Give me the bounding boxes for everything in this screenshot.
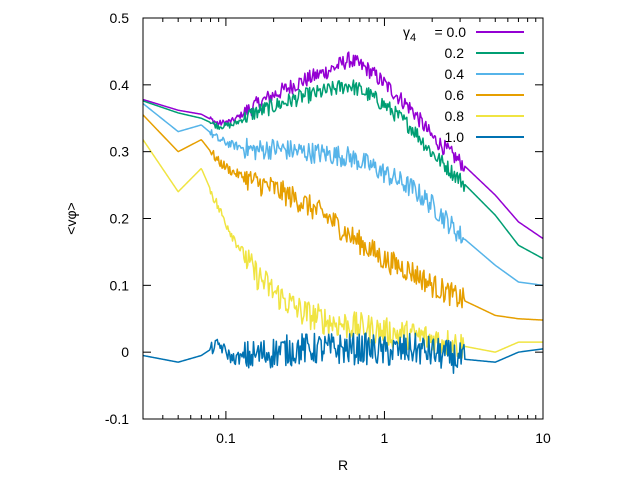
legend-label: 1.0 [445,129,465,145]
series-line [142,51,544,240]
y-axis-label: <vφ> [63,202,79,234]
y-tick-label: 0.3 [110,144,130,160]
x-axis-label: R [338,457,348,473]
axis-ticks [142,17,544,420]
x-tick-label: 10 [535,430,551,446]
y-tick-label: 0.5 [110,10,130,26]
legend-label: 0.6 [445,87,465,103]
y-tick-label: 0 [121,344,129,360]
axis-tick-labels: -0.1 0 0.1 0.2 0.3 0.4 0.5 0.1 1 10 [105,10,551,446]
x-tick-label: 0.1 [216,430,236,446]
plot-lines [142,51,544,374]
legend: γ4 = 0.0 0.2 0.4 0.6 0.8 1.0 [403,24,524,145]
y-tick-label: -0.1 [105,411,129,427]
y-tick-label: 0.1 [110,277,130,293]
legend-label: = 0.0 [434,24,466,40]
series-line [142,114,544,321]
series-line [142,79,544,260]
legend-label: 0.2 [445,45,465,61]
y-tick-label: 0.4 [110,77,130,93]
series-line [142,102,544,287]
x-tick-label: 1 [381,430,389,446]
legend-title: γ4 [403,24,416,44]
legend-title-symbol: γ [403,24,410,40]
legend-label: 0.8 [445,108,465,124]
legend-label: 0.4 [445,66,465,82]
series-line [142,139,543,359]
legend-title-subscript: 4 [410,32,416,44]
y-tick-label: 0.2 [110,211,130,227]
series-line [142,332,544,374]
